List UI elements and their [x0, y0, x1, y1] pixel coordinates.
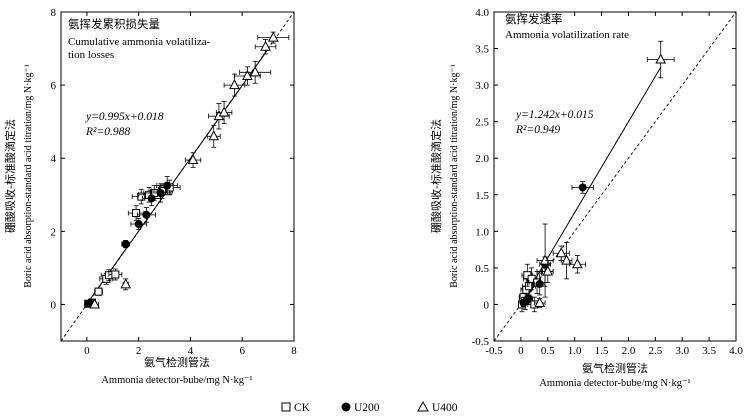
x-tick-label: 2.5	[648, 345, 662, 357]
legend: CK U200 U400	[281, 400, 458, 414]
data-point-u400	[187, 153, 199, 165]
plot-marks	[494, 12, 736, 341]
data-point-u200	[121, 240, 130, 249]
y-tick-label: 8	[51, 7, 57, 19]
y-tick-label: 2	[51, 226, 57, 238]
data-point-u400	[267, 31, 279, 42]
x-axis-label-en-left: Ammonia detector-bube/mg N·kg⁻¹	[101, 375, 252, 386]
data-point-u400	[260, 40, 271, 51]
data-point-u200	[142, 210, 151, 219]
x-tick-label: 3.0	[675, 345, 689, 357]
legend-marker-circle	[341, 402, 351, 412]
plot-frame-left	[60, 11, 295, 342]
chart-title-cn-right: 氨挥发速率	[505, 12, 563, 26]
series-u200	[84, 176, 178, 308]
series-u400	[533, 40, 675, 308]
data-point-u400	[208, 130, 220, 141]
y-tick-label: 1.0	[475, 226, 489, 238]
x-tick-label: 6	[239, 345, 245, 357]
data-point-u200	[578, 183, 587, 192]
regression-equation-right: y=1.242x+0.015	[515, 109, 594, 121]
legend-label-u400: U400	[432, 402, 458, 414]
x-tick-label: 1.0	[568, 345, 582, 357]
plot-marks	[61, 12, 294, 341]
series-ck	[84, 179, 181, 308]
legend-marker-triangle	[417, 400, 429, 412]
y-tick-label: 4.0	[475, 7, 489, 19]
data-point-u200	[134, 220, 143, 229]
x-tick-label: 3.5	[702, 345, 716, 357]
regression-line	[89, 48, 269, 301]
data-point-u400	[229, 79, 240, 90]
chart-title-en-left-line1: Cumulative ammonia volatiliza-	[68, 36, 211, 48]
y-tick-label: 2.0	[475, 153, 489, 165]
y-tick-label: 0.5	[475, 263, 489, 275]
x-tick-label: 4	[188, 345, 194, 357]
legend-label-ck: CK	[294, 402, 311, 414]
data-point-ck	[94, 287, 103, 296]
x-tick-label: 4.0	[729, 345, 743, 357]
x-tick-label: 2	[136, 345, 142, 357]
y-tick-label: 0	[51, 299, 57, 311]
data-point-u400	[561, 254, 572, 265]
x-tick-label: 2.0	[622, 345, 636, 357]
x-tick-label: 8	[291, 345, 297, 357]
data-point-u400	[572, 258, 583, 269]
data-point-ck	[111, 270, 120, 279]
legend-marker-square	[281, 402, 291, 412]
y-tick-label: 3.5	[475, 44, 489, 56]
y-tick-label: 3.0	[475, 80, 489, 92]
y-axis-label-cn-left: 硼酸吸收-标准酸滴定法	[3, 119, 17, 233]
data-point-u400	[539, 254, 551, 265]
data-point-u400	[249, 66, 261, 77]
data-point-u200	[147, 194, 156, 203]
data-point-u400	[534, 296, 546, 307]
plot-frame-right	[493, 11, 737, 342]
x-axis-label-cn-left: 氨气检测管法	[144, 355, 210, 369]
y-axis-label-cn-right: 硼酸吸收-标准酸滴定法	[429, 119, 443, 233]
series-u400	[89, 31, 290, 309]
data-point-u200	[535, 279, 544, 288]
data-point-ck	[132, 209, 141, 218]
y-tick-label: -0.5	[472, 336, 490, 348]
panel-volatilization-rate: -0.5 0 0.5 1.0 1.5 2.0 2.5 3.0 3.5 4.0 -0.5 0 0.5 1.0…	[429, 7, 743, 389]
y-tick-label: 0	[484, 299, 490, 311]
data-point-u400	[242, 69, 253, 80]
y-tick-label: 2.5	[475, 117, 489, 129]
data-point-u200	[163, 181, 172, 190]
y-axis-label-en-left: Boric acid absorption-standard acid titr…	[23, 64, 34, 288]
x-tick-label: 0.5	[541, 345, 555, 357]
data-point-u400	[120, 278, 132, 289]
data-point-u200	[156, 188, 165, 197]
reference-line-1to1	[494, 12, 736, 341]
r-squared-left: R²=0.988	[85, 126, 130, 138]
y-axis-label-en-right: Boric acid absorption-standard acid titr…	[449, 64, 460, 288]
plot-area-right: -0.5 0 0.5 1.0 1.5 2.0 2.5 3.0 3.5 4.0 -0.5 0 0.5 1.0…	[472, 7, 744, 357]
r-squared-right: R²=0.949	[515, 124, 560, 136]
x-tick-label: 0	[518, 345, 524, 357]
x-tick-label: 0	[84, 345, 90, 357]
chart-title-cn-left: 氨挥发累积损失量	[68, 17, 160, 31]
y-tick-label: 6	[51, 80, 57, 92]
x-axis-label-cn-right: 氨气检测管法	[582, 361, 648, 375]
x-axis-label-en-right: Ammonia detector-bube/mg N·kg⁻¹	[539, 378, 690, 389]
legend-label-u200: U200	[354, 402, 380, 414]
plot-area-left: 0 2 4 6 8 0 2 4 6 8	[51, 7, 298, 357]
y-tick-label: 1.5	[475, 190, 489, 202]
data-point-u400	[655, 53, 667, 64]
data-point-u400	[218, 106, 230, 117]
data-point-u200	[524, 294, 533, 303]
regression-equation-left: y=0.995x+0.018	[85, 111, 164, 123]
data-point-ck	[137, 192, 146, 201]
data-point-u400	[542, 265, 554, 276]
data-point-u400	[89, 298, 100, 309]
x-tick-label: -0.5	[485, 345, 503, 357]
data-point-u400	[555, 247, 567, 258]
chart-title-en-right: Ammonia volatilization rate	[505, 29, 629, 41]
y-tick-label: 4	[51, 153, 57, 165]
chart-title-en-left-line2: tion losses	[68, 49, 114, 61]
x-tick-label: 1.5	[595, 345, 609, 357]
panel-cumulative-losses: 0 2 4 6 8 0 2 4 6 8 氨挥发累积损失量 Cumulative ammonia v…	[3, 7, 297, 386]
